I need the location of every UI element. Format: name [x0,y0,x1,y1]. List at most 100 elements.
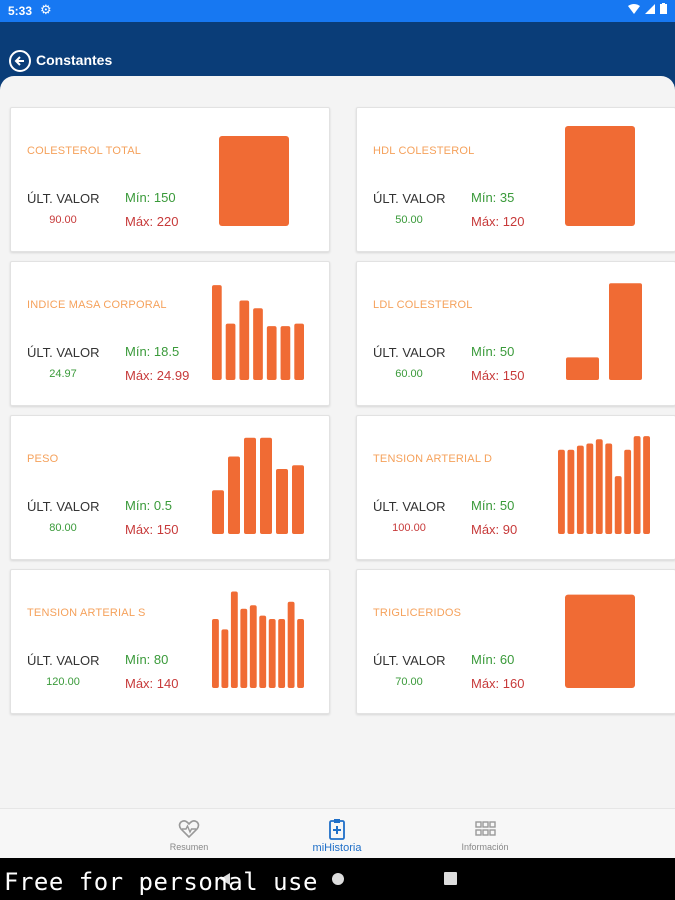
constants-grid: COLESTEROL TOTAL ÚLT. VALOR 90.00 Mín: 150 M… [0,76,675,808]
max-value: Máx: 160 [471,676,525,691]
last-value-label: ÚLT. VALOR [373,191,446,206]
chart-bar [276,469,288,534]
status-time: 5:33 [8,4,33,18]
chart-bar [565,126,635,226]
max-value: Máx: 140 [125,676,179,691]
chart-bar [212,285,222,380]
nav-resumen-label: Resumen [169,842,209,852]
max-value: Máx: 120 [471,214,525,229]
home-circle-icon[interactable] [331,872,345,886]
max-value: Máx: 24.99 [125,368,190,383]
chart-bar [249,605,257,688]
min-value: Mín: 50 [471,498,515,513]
constant-card[interactable]: HDL COLESTEROL ÚLT. VALOR 50.00 Mín: 35 Máx:… [356,107,675,252]
constant-card[interactable]: PESO ÚLT. VALOR 80.00 Mín: 0.5 Máx: 150 [10,415,330,560]
min-value: Mín: 80 [125,652,169,667]
clipboard-plus-icon [329,819,345,840]
chart-bar [558,449,565,534]
chart-bar [565,594,635,688]
chart-bar [633,436,641,534]
nav-resumen[interactable]: Resumen [134,809,244,859]
chart-bar [586,443,594,534]
chart-bar [266,326,277,380]
max-value: Máx: 90 [471,522,518,537]
last-value: 80.00 [49,522,77,534]
min-value: Mín: 60 [471,652,515,667]
chart-bar [624,449,632,534]
recents-square-icon[interactable] [444,872,457,885]
card-bar-chart [212,285,304,380]
nav-mihistoria[interactable]: miHistoria [282,809,392,859]
nav-informacion-label: Información [461,842,509,852]
grid-icon [475,821,496,836]
card-bar-chart [219,136,289,226]
chart-bar [566,357,599,380]
chart-bar [212,490,224,534]
chart-bar [221,629,229,688]
watermark-text: Free for personal use [4,868,318,896]
chart-bar [240,608,248,688]
last-value-label: ÚLT. VALOR [373,499,446,514]
card-bar-chart [566,283,642,380]
chart-bar [292,465,304,534]
max-value: Máx: 150 [125,522,179,537]
chart-bar [576,445,584,534]
chart-bar [228,456,240,534]
back-triangle-icon[interactable] [218,872,232,886]
card-title: INDICE MASA CORPORAL [27,299,167,311]
nav-informacion[interactable]: Información [430,809,540,859]
constant-card[interactable]: COLESTEROL TOTAL ÚLT. VALOR 90.00 Mín: 150 M… [10,107,330,252]
bottom-navigation: Resumen miHistoria Información [0,808,675,858]
battery-icon [660,3,667,14]
card-title: PESO [27,453,59,465]
chart-bar [609,283,642,380]
app-bar: Constantes [0,22,675,80]
system-navigation-bar [0,858,675,900]
last-value: 60.00 [395,368,423,380]
chart-bar [260,437,272,534]
last-value: 24.97 [49,368,77,380]
min-value: Mín: 35 [471,190,515,205]
constant-card[interactable]: INDICE MASA CORPORAL ÚLT. VALOR 24.97 Mín: … [10,261,330,406]
card-title: HDL COLESTEROL [373,145,475,157]
constant-card[interactable]: LDL COLESTEROL ÚLT. VALOR 60.00 Mín: 50 Máx:… [356,261,675,406]
card-title: TENSION ARTERIAL D [373,453,493,465]
card-title: TRIGLICERIDOS [373,607,462,619]
last-value-label: ÚLT. VALOR [27,191,100,206]
chart-bar [605,443,613,534]
status-bar: 5:33 ⚙ [0,0,675,22]
min-value: Mín: 0.5 [125,498,172,513]
chart-bar [239,300,250,380]
max-value: Máx: 220 [125,214,179,229]
chart-bar [268,619,276,688]
chart-bar [259,615,267,688]
chart-bar [614,476,622,534]
chart-bar [297,619,304,688]
page-title: Constantes [36,52,113,68]
chart-bar [219,136,289,226]
chart-bar [278,619,286,688]
constant-card[interactable]: TENSION ARTERIAL D ÚLT. VALOR 100.00 Mín: 5… [356,415,675,560]
last-value: 90.00 [49,214,77,226]
card-title: LDL COLESTEROL [373,299,473,311]
chart-bar [244,437,256,534]
last-value: 100.00 [392,522,426,534]
card-bar-chart [558,436,650,534]
heart-pulse-icon [178,820,200,839]
constant-card[interactable]: TRIGLICERIDOS ÚLT. VALOR 70.00 Mín: 60 Máx: … [356,569,675,714]
status-right-icons [627,3,667,17]
chart-bar [253,308,263,380]
last-value-label: ÚLT. VALOR [27,345,100,360]
card-bar-chart [565,594,635,688]
last-value-label: ÚLT. VALOR [27,499,100,514]
card-title: COLESTEROL TOTAL [27,145,142,157]
gear-icon: ⚙ [40,2,52,17]
back-arrow-icon[interactable] [9,50,31,72]
card-bar-chart [212,591,304,688]
chart-bar [294,323,304,380]
wifi-icon [627,4,640,14]
last-value: 120.00 [46,676,80,688]
chart-bar [595,439,603,534]
constant-card[interactable]: TENSION ARTERIAL S ÚLT. VALOR 120.00 Mín: 8… [10,569,330,714]
signal-icon [644,4,655,14]
